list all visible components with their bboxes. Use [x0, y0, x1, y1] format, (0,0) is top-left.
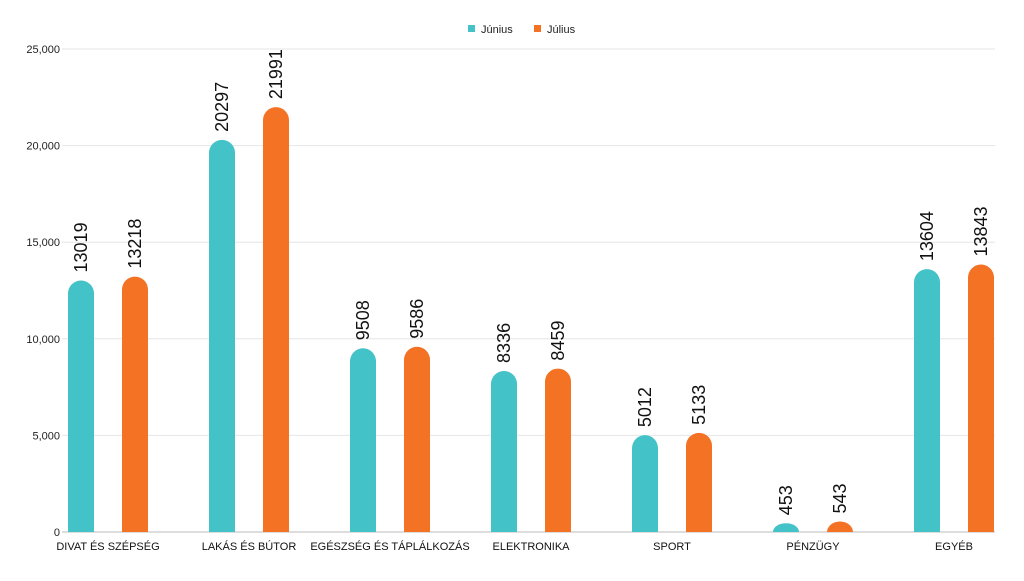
data-label: 21991 [266, 49, 286, 99]
bar-junius [209, 139, 235, 532]
bar-junius [350, 348, 376, 532]
legend-swatch [534, 25, 541, 32]
data-label: 453 [776, 485, 796, 515]
bar-julius [122, 276, 148, 532]
data-label: 13604 [917, 211, 937, 261]
x-tick-label: ELEKTRONIKA [492, 541, 570, 553]
data-label: 13218 [125, 219, 145, 269]
y-tick-label: 20,000 [26, 141, 60, 153]
bar-julius [545, 368, 571, 532]
bar-junius [773, 523, 799, 532]
bar-julius [827, 521, 853, 532]
y-tick-label: 25,000 [26, 44, 60, 56]
y-tick-label: 15,000 [26, 237, 60, 249]
x-axis: DIVAT ÉS SZÉPSÉG LAKÁS ÉS BÚTOR EGÉSZSÉG É… [56, 540, 973, 553]
x-tick-label: EGÉSZSÉG ÉS TÁPLÁLKOZÁS [310, 540, 469, 553]
bar-junius [632, 435, 658, 532]
data-label: 5133 [689, 385, 709, 425]
bar-junius [491, 370, 517, 532]
bar-julius [686, 432, 712, 532]
data-label: 543 [830, 483, 850, 513]
y-tick-label: 5,000 [32, 430, 60, 442]
y-tick-label: 10,000 [26, 334, 60, 346]
data-label: 9508 [353, 300, 373, 340]
bar-junius [914, 269, 940, 532]
data-label: 9586 [407, 299, 427, 339]
bar-julius [404, 346, 430, 532]
legend-swatch [468, 25, 475, 32]
x-tick-label: PÉNZÜGY [786, 540, 840, 553]
x-tick-label: SPORT [653, 541, 691, 553]
gridlines [62, 48, 995, 533]
y-tick-label: 0 [54, 527, 60, 539]
data-label: 8459 [548, 321, 568, 361]
legend-label: Július [547, 24, 576, 36]
x-tick-label: LAKÁS ÉS BÚTOR [202, 540, 297, 553]
legend-label: Június [481, 24, 513, 36]
bar-julius [968, 264, 994, 532]
x-tick-label: EGYÉB [935, 540, 973, 553]
x-tick-label: DIVAT ÉS SZÉPSÉG [56, 540, 159, 553]
data-label: 13019 [71, 222, 91, 272]
y-axis: 0 5,000 10,000 15,000 20,000 25,000 [26, 44, 60, 539]
bars: 13019 13218 20297 21991 9508 9586 8336 8459 5012… [68, 49, 994, 532]
bar-junius [68, 280, 94, 532]
legend: Június Július [468, 24, 576, 36]
bar-julius [263, 107, 289, 532]
data-label: 13843 [971, 206, 991, 256]
data-label: 20297 [212, 82, 232, 132]
data-label: 5012 [635, 387, 655, 427]
data-label: 8336 [494, 323, 514, 363]
